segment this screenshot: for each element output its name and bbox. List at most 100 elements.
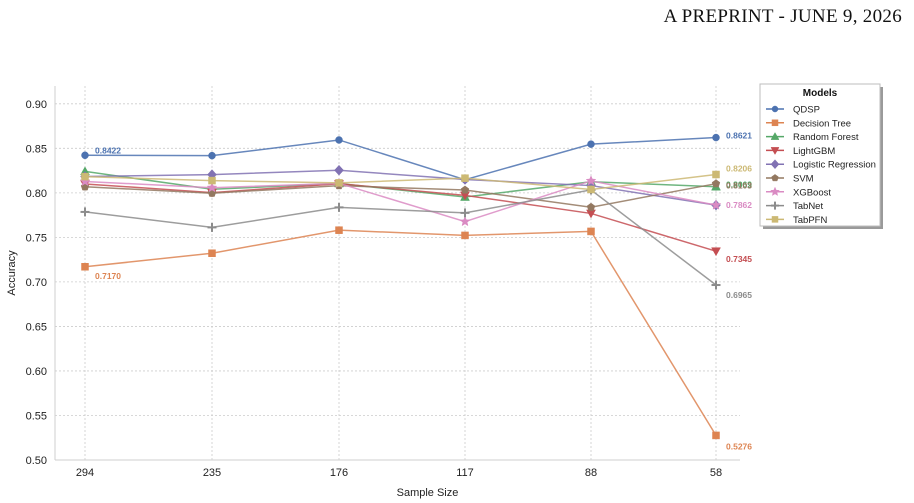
legend-marker [770,186,780,196]
point-qdsp [81,151,89,160]
x-tick-label: 117 [456,467,474,479]
point-decision-tree [461,231,469,240]
point-xgboost [710,199,722,210]
y-tick-label: 0.80 [26,188,47,200]
legend-marker [770,159,780,170]
y-tick-label: 0.85 [26,143,47,155]
point-logistic-regression [334,164,344,176]
legend-marker [771,174,779,182]
x-tick-label: 88 [585,467,597,479]
y-tick-label: 0.70 [26,277,47,289]
series-tabpfn [81,170,720,194]
line-qdsp [84,136,717,181]
x-tick-label: 294 [76,467,94,479]
series-random-forest [80,166,721,201]
legend-label: Random Forest [793,132,859,143]
x-tick-label: 235 [203,467,221,479]
legend-label: SVM [793,174,814,185]
legend-marker [770,147,780,155]
point-xgboost [585,175,597,186]
point-tabpfn [461,174,469,182]
point-decision-tree [587,227,595,236]
legend-label: LightGBM [793,146,835,157]
point-decision-tree [81,263,89,271]
legend-item-random-forest: Random Forest [766,132,859,143]
point-tabnet [207,222,217,232]
x-axis-label: Sample Size [397,487,459,499]
point-decision-tree [208,249,216,257]
point-qdsp [335,136,343,144]
legend-marker [771,201,779,210]
legend-box [759,83,881,227]
line-xgboost [84,180,717,223]
data-label: 0.5276 [726,441,752,451]
line-logistic-regression [84,169,717,206]
legend-marker [771,105,779,113]
legend-marker [770,132,780,140]
legend-item-decision-tree: Decision Tree [766,118,851,129]
legend-label: XGBoost [793,187,831,198]
point-qdsp [587,140,595,148]
data-label: 0.7170 [95,271,121,281]
legend-label: Decision Tree [793,118,851,129]
data-label: 0.8422 [95,145,121,155]
x-tick-label: 58 [710,467,722,479]
data-label: 0.6965 [726,290,752,300]
point-decision-tree [712,431,720,440]
legend-label: QDSP [793,105,820,116]
line-svm [84,182,717,208]
series-decision-tree [81,226,720,440]
y-tick-label: 0.55 [26,410,47,422]
legend-item-svm: SVM [766,174,814,185]
axes-layer: 0.50 0.55 0.60 0.65 0.70 0.75 0.80 0.85 0.90 294 2… [6,86,740,499]
data-label: 0.8103 [726,181,752,191]
point-qdsp [712,133,720,142]
legend-item-logistic-regression: Logistic Regression [766,159,876,171]
series-qdsp [81,133,720,184]
page-header: A PREPRINT - JUNE 9, 2026 [663,6,902,27]
legend-item-qdsp: QDSP [766,105,820,116]
line-lightgbm [84,182,717,252]
data-label: 0.8069 [726,180,752,190]
data-label: 0.7345 [726,254,752,264]
legend-title: Models [803,88,838,99]
y-tick-label: 0.90 [26,99,47,111]
point-tabnet [80,207,90,217]
series-layer [79,133,722,440]
line-decision-tree [84,229,717,436]
data-label: 0.7862 [726,200,752,210]
point-xgboost [459,215,471,227]
point-svm [711,179,721,188]
line-tabpfn [84,173,717,191]
point-decision-tree [335,226,343,234]
legend-label: TabNet [793,201,823,212]
point-tabnet [711,280,721,290]
data-label: 0.8206 [726,164,752,174]
legend-item-tabpfn: TabPFN [766,215,827,226]
point-tabpfn [208,176,216,185]
point-svm [460,185,470,194]
point-qdsp [208,151,216,160]
line-tabnet [84,189,717,286]
point-xgboost [206,182,218,193]
legend-item-lightgbm: LightGBM [766,146,835,157]
point-tabpfn [712,170,720,179]
y-axis-label: Accuracy [6,250,18,296]
y-tick-label: 0.50 [26,455,47,467]
point-tabpfn [81,172,89,181]
point-tabpfn [587,185,595,194]
legend-label: TabPFN [793,215,827,226]
point-lightgbm [711,247,721,257]
legend-label: Logistic Regression [793,160,876,171]
data-label: 0.8621 [726,131,752,141]
legend-item-xgboost: XGBoost [766,186,831,198]
x-tick-label: 176 [330,467,348,479]
legend-marker [771,216,779,223]
point-svm [586,202,596,211]
y-tick-label: 0.75 [26,232,47,244]
legend-marker [771,119,779,127]
point-tabpfn [335,179,343,187]
point-tabnet [334,202,344,212]
